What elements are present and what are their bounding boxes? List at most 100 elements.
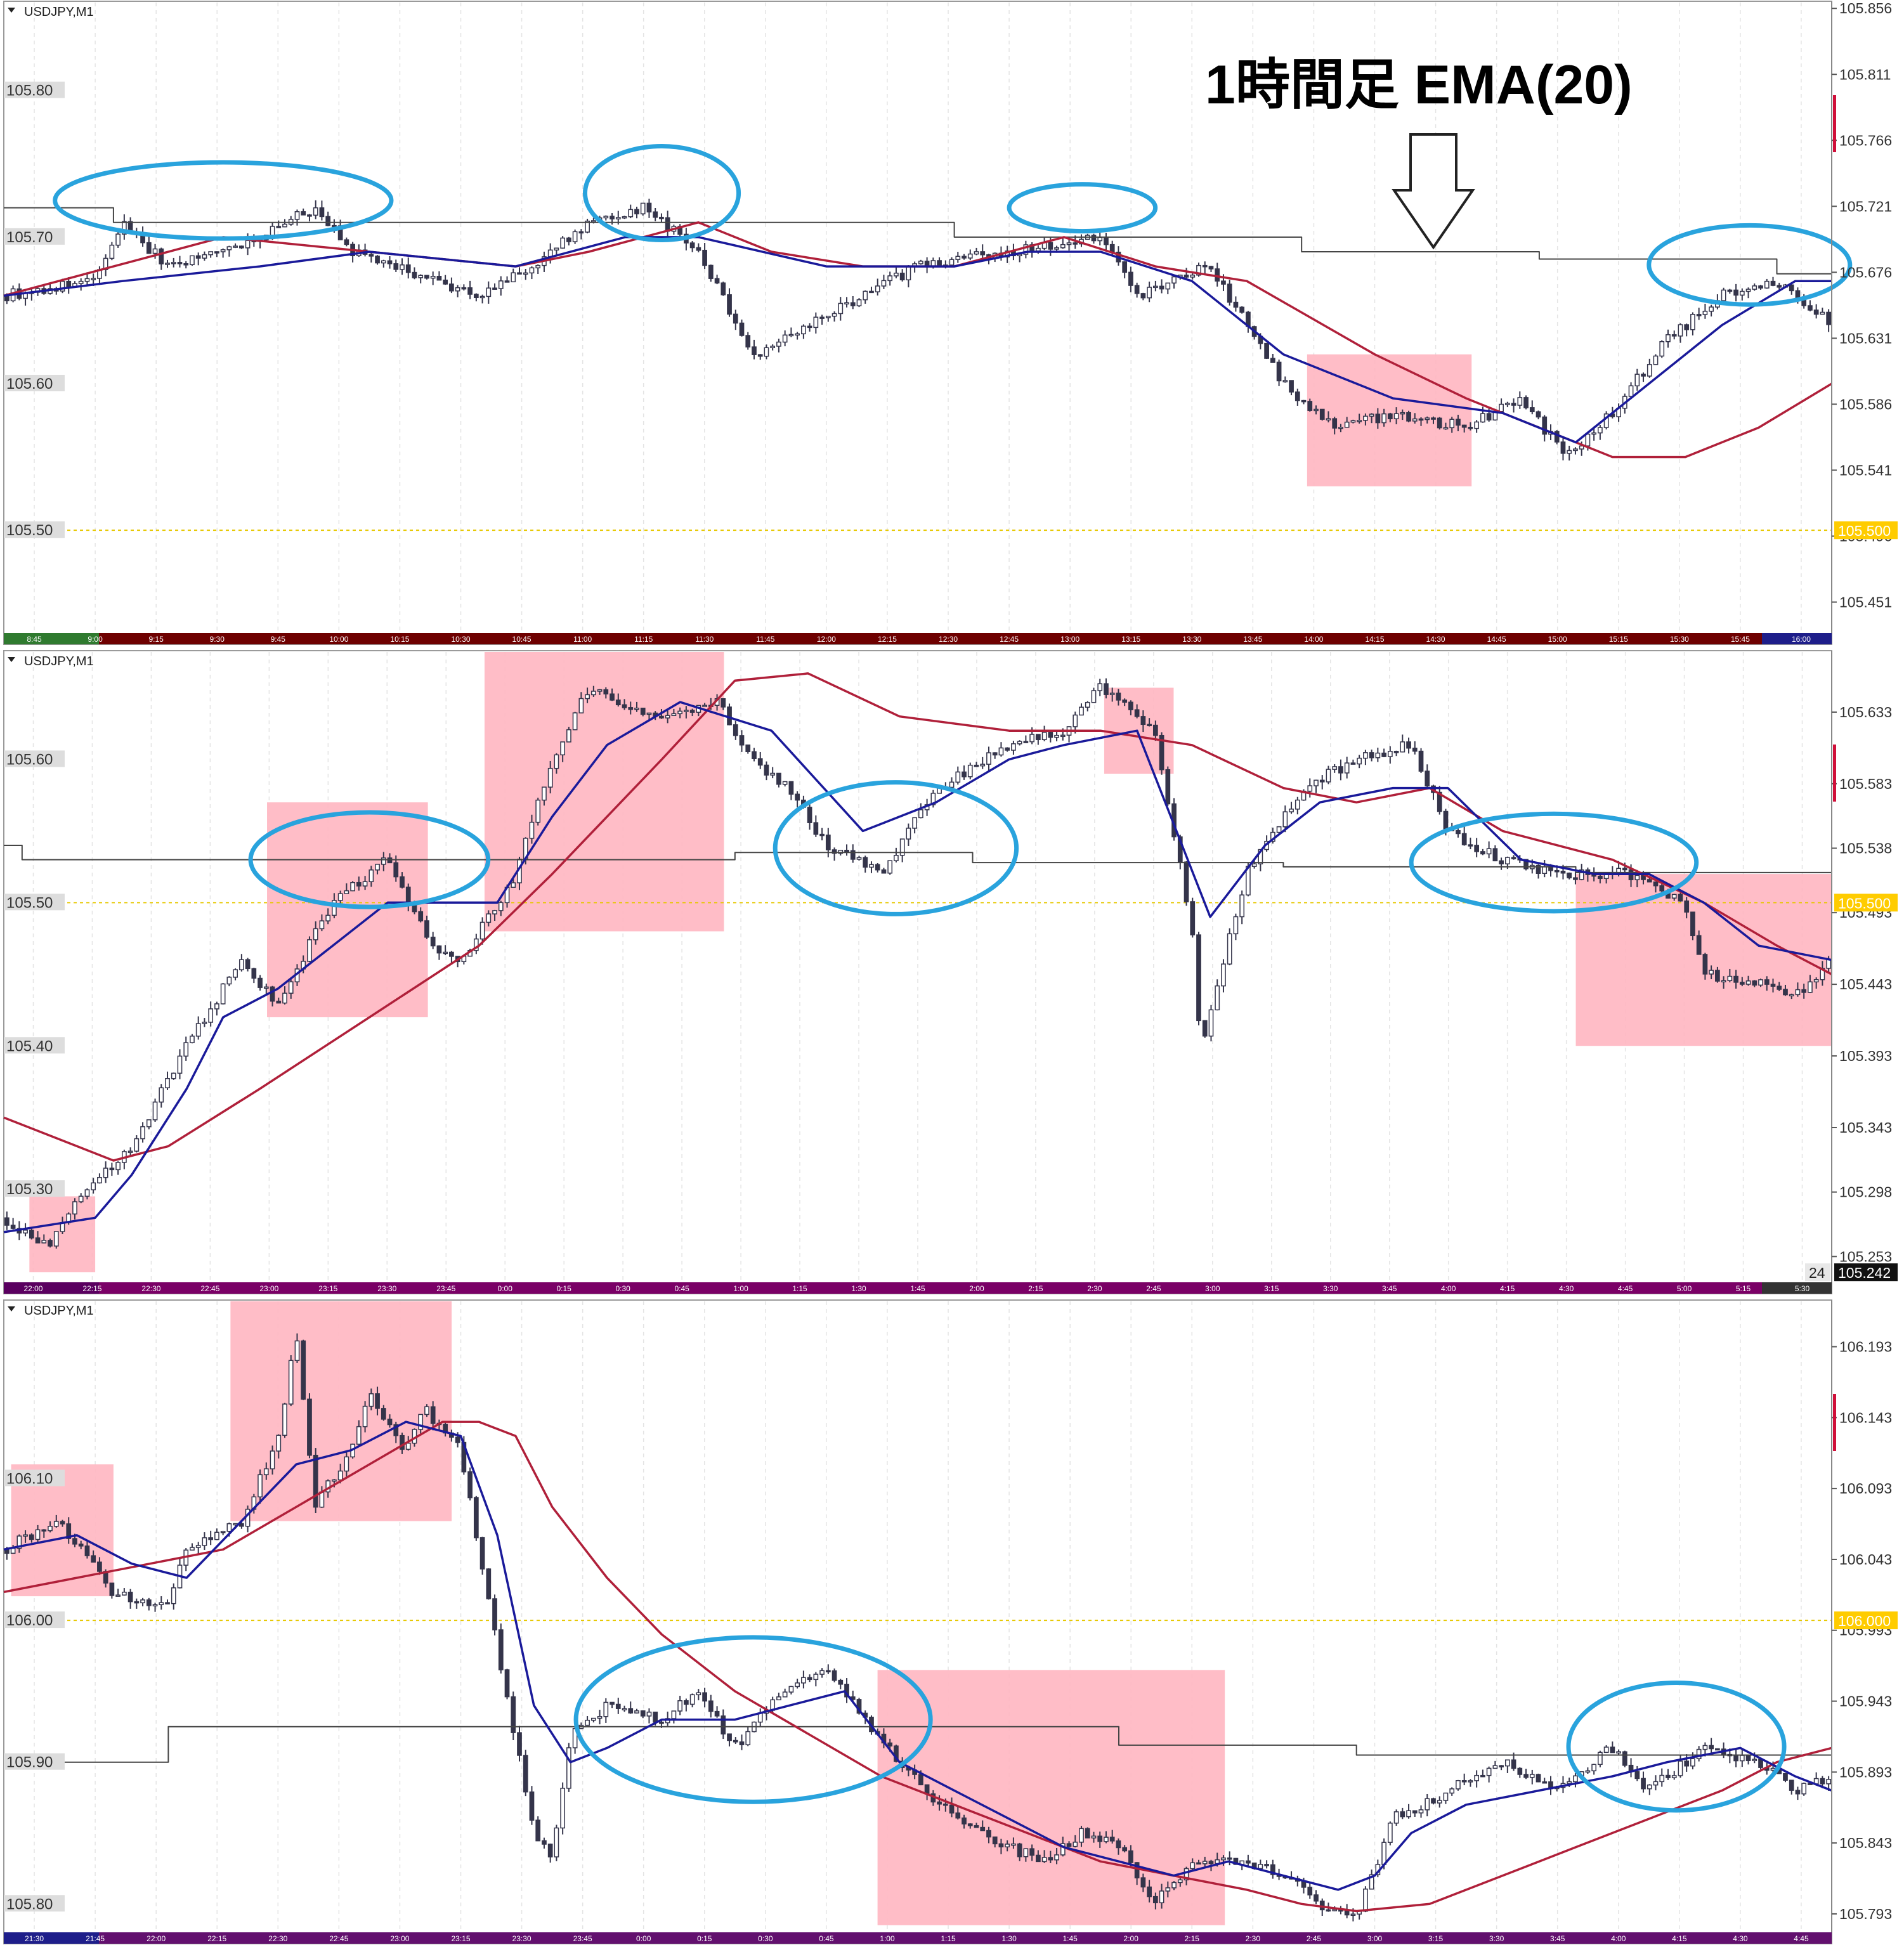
candle-body <box>1393 1811 1399 1824</box>
candle-body <box>1690 1758 1695 1767</box>
candle-body <box>653 211 658 218</box>
candle-body <box>560 237 566 249</box>
candle-body <box>393 862 399 878</box>
x-tick-label: 21:45 <box>86 1934 105 1943</box>
candle-body <box>535 264 541 269</box>
candle-body <box>1412 418 1418 422</box>
candle-body <box>344 890 349 894</box>
candle-body <box>1338 766 1343 774</box>
candle-body <box>41 1240 47 1244</box>
candle-body <box>368 1393 374 1407</box>
candles <box>4 198 1831 461</box>
candle-body <box>603 1701 609 1717</box>
highlight-zone <box>29 1196 96 1273</box>
candle-body <box>1116 1840 1121 1849</box>
candle-body <box>313 928 318 940</box>
candle-body <box>1579 869 1584 880</box>
candle-body <box>1233 916 1239 935</box>
time-axis-start <box>4 1932 99 1944</box>
candle-body <box>1542 866 1548 874</box>
candle-body <box>486 287 492 297</box>
candle-body <box>831 849 837 854</box>
candle-body <box>195 255 201 259</box>
candle-body <box>1486 1767 1492 1776</box>
candle-body <box>782 334 788 343</box>
candle-body <box>653 1712 658 1723</box>
x-tick-label: 0:45 <box>674 1284 689 1293</box>
candle-body <box>443 279 448 285</box>
candle-body <box>1314 1894 1319 1902</box>
candle-body <box>640 1710 646 1717</box>
candle-body <box>962 1817 967 1825</box>
x-tick-label: 13:30 <box>1182 635 1201 644</box>
x-tick-label: 4:00 <box>1441 1284 1456 1293</box>
symbol-label: USDJPY,M1 <box>24 654 94 668</box>
collapse-triangle-icon[interactable] <box>8 8 15 13</box>
candle-body <box>1066 242 1072 245</box>
candle-body <box>165 1602 170 1604</box>
y-tick-label: 105.676 <box>1839 264 1892 280</box>
candle-body <box>48 1526 53 1532</box>
candle-body <box>479 296 485 299</box>
collapse-triangle-icon[interactable] <box>8 657 15 662</box>
candle-body <box>1079 706 1084 716</box>
candle-body <box>473 1497 479 1538</box>
ema-fast-line <box>3 1421 1832 1891</box>
candle-body <box>10 1547 16 1554</box>
candle-body <box>214 1532 219 1540</box>
candle-body <box>492 1598 497 1630</box>
candle-body <box>1041 1857 1047 1863</box>
candle-body <box>1357 757 1362 765</box>
candle-body <box>1073 1842 1078 1847</box>
y-label-left-bg <box>4 1895 65 1912</box>
h1-ema-line <box>4 1726 1832 1763</box>
candle-body <box>1183 275 1189 278</box>
time-axis-start <box>4 1282 99 1294</box>
candle-body <box>195 1023 201 1037</box>
candle-body <box>109 1582 115 1596</box>
candle-body <box>84 278 90 282</box>
candle-body <box>1678 1760 1683 1776</box>
y-tick-label: 105.856 <box>1839 0 1892 16</box>
x-tick-label: 15:30 <box>1670 635 1689 644</box>
candle-body <box>615 1703 621 1709</box>
y-tick-label: 105.631 <box>1839 330 1892 346</box>
collapse-triangle-icon[interactable] <box>8 1306 15 1311</box>
x-tick-label: 3:15 <box>1428 1934 1444 1943</box>
candle-body <box>362 1405 368 1428</box>
candle-body <box>276 1434 282 1452</box>
candle-body <box>1517 1767 1523 1775</box>
candle-body <box>344 1456 349 1472</box>
highlight-circle <box>1007 182 1158 234</box>
candle-body <box>684 1700 689 1705</box>
candle-body <box>282 1403 287 1436</box>
down-arrow-icon <box>1392 133 1475 250</box>
candle-body <box>517 272 522 275</box>
ema-fast-line <box>3 236 1832 444</box>
candle-body <box>955 256 961 260</box>
candle-body <box>467 287 473 295</box>
candle-body <box>1140 1877 1146 1888</box>
candle-body <box>1104 683 1109 695</box>
candle-body <box>1739 982 1745 985</box>
x-tick-label: 4:15 <box>1500 1284 1515 1293</box>
candle-body <box>1567 872 1572 878</box>
candle-body <box>671 1710 677 1719</box>
candle-body <box>1128 1850 1133 1863</box>
candle-body <box>270 1450 275 1469</box>
candle-body <box>486 1568 492 1599</box>
candle-body <box>1567 1781 1572 1785</box>
candle-body <box>91 1555 96 1563</box>
candle-body <box>134 1601 140 1604</box>
candle-body <box>146 1599 152 1606</box>
candle-body <box>84 1189 90 1197</box>
candle-body <box>1431 417 1436 420</box>
candle-body <box>449 283 454 292</box>
candle-body <box>727 294 732 315</box>
candle-body <box>337 1470 343 1481</box>
candle-body <box>1393 750 1399 753</box>
candle-body <box>752 346 757 355</box>
candle-body <box>689 1694 695 1705</box>
candle-body <box>1696 314 1702 316</box>
candle-body <box>585 1719 590 1726</box>
